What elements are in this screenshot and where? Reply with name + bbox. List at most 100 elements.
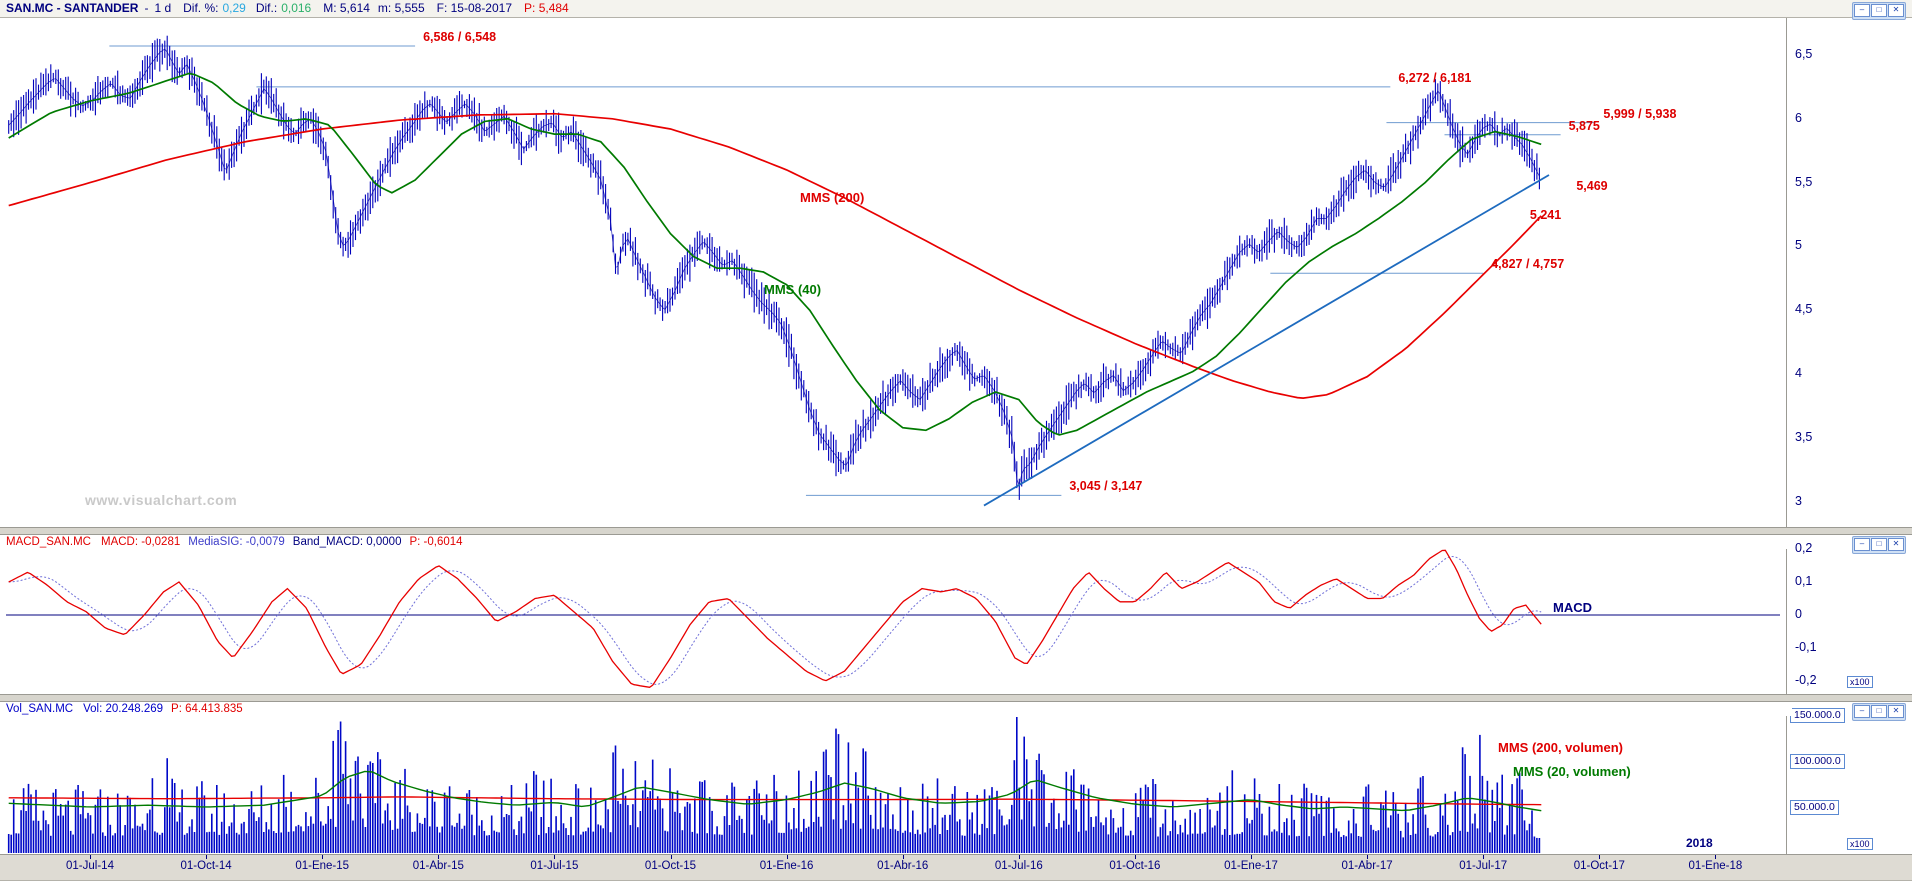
- header-field: Band_MACD: 0,0000: [292, 536, 402, 548]
- time-axis-tick: [902, 855, 904, 859]
- close-icon[interactable]: ✕: [1888, 538, 1904, 551]
- header-field: 0,016: [281, 1, 312, 15]
- time-axis-date-label: 01-Jul-16: [994, 860, 1043, 872]
- time-axis-tick: [90, 855, 91, 859]
- header-field: P: 5,484: [524, 1, 569, 15]
- time-axis-date-label: 01-Jul-14: [66, 860, 114, 872]
- header-field: MACD_SAN.MC: [6, 536, 91, 548]
- macd-axis-tick: -0,2: [1795, 673, 1817, 687]
- time-axis[interactable]: 01-Jul-14 01-Oct-14 01-Ene-15 01-Abr-15 01-J…: [0, 854, 1912, 881]
- header-field: Vol_SAN.MC: [6, 703, 74, 715]
- close-icon[interactable]: ✕: [1888, 705, 1904, 718]
- maximize-icon[interactable]: □: [1871, 538, 1887, 551]
- price-close-line: [8, 48, 1540, 488]
- volume-bars-series: [7, 717, 1541, 853]
- header-field: -: [144, 1, 149, 15]
- time-axis-date-label: 01-Ene-18: [1688, 860, 1743, 872]
- time-axis-date-label: 01-Abr-17: [1341, 860, 1393, 872]
- price-axis-tick: 5,5: [1795, 174, 1813, 189]
- time-axis-date-label: 01-Oct-16: [1109, 860, 1161, 872]
- time-axis-tick: [1599, 855, 1601, 859]
- header-field: m: 5,555: [377, 1, 425, 15]
- header-field: MACD: -0,0281: [100, 536, 181, 548]
- minimize-icon[interactable]: –: [1854, 538, 1870, 551]
- macd-axis-tick: 0,1: [1795, 574, 1813, 588]
- header-field: MediaSIG: -0,0079: [188, 536, 285, 548]
- panel-splitter[interactable]: [0, 694, 1912, 702]
- time-axis-date-label: 01-Oct-14: [180, 860, 232, 872]
- volume-axis-tick: 50.000.0: [1790, 800, 1839, 815]
- time-axis-date-label: 01-Jul-15: [530, 860, 579, 872]
- trendline: [983, 174, 1550, 507]
- macd-panel-window-controls: – □ ✕: [1852, 536, 1906, 554]
- maximize-icon[interactable]: □: [1871, 4, 1887, 17]
- time-axis-tick: [206, 855, 208, 859]
- time-axis-date-label: 01-Abr-16: [877, 860, 929, 872]
- time-axis-tick: [1483, 855, 1485, 859]
- price-candles-series: [8, 35, 1540, 500]
- time-axis-date-label: 01-Abr-15: [412, 860, 464, 872]
- volume-axis-multiplier: x100: [1847, 838, 1873, 850]
- header-field: Dif. %:: [183, 1, 219, 15]
- right-axis-column: 6,5 6 5,5 5 4,5 4 3,5 3 0,2 0,1 0 -0,1 -0,2 150.000.0…: [1786, 0, 1912, 854]
- volume-axis-tick: 150.000.0: [1790, 708, 1845, 723]
- time-axis-tick: [554, 855, 556, 859]
- macd-line: [8, 549, 1542, 688]
- header-field: 0,29: [222, 1, 246, 15]
- header-field: P: 64.413.835: [171, 703, 243, 715]
- time-axis-tick: [1715, 855, 1717, 859]
- time-axis-tick: [322, 855, 324, 859]
- price-axis-tick: 3,5: [1795, 429, 1813, 444]
- time-axis-tick: [1367, 855, 1369, 859]
- maximize-icon[interactable]: □: [1871, 705, 1887, 718]
- price-axis-tick: 4,5: [1795, 302, 1813, 317]
- header-field: P: -0,6014: [409, 536, 463, 548]
- panel-splitter[interactable]: [0, 527, 1912, 535]
- volume-mms-20-line: [8, 770, 1542, 812]
- macd-axis-tick: -0,1: [1795, 640, 1817, 654]
- macd-plot-area[interactable]: [0, 549, 1786, 694]
- chart-plot-svg: [0, 17, 1786, 853]
- macd-axis-multiplier: x100: [1847, 676, 1873, 688]
- header-field: 1 d: [154, 1, 172, 15]
- time-axis-date-label: 01-Oct-17: [1573, 860, 1625, 872]
- macd-axis-tick: 0: [1795, 607, 1802, 621]
- price-panel-window-controls: – □ ✕: [1852, 2, 1906, 20]
- volume-mms-200-line: [8, 796, 1542, 806]
- time-axis-date-label: 01-Ene-17: [1224, 860, 1278, 872]
- macd-panel-header: MACD_SAN.MC MACD: -0,0281 MediaSIG: -0,007…: [0, 535, 1792, 549]
- time-axis-tick: [1134, 855, 1136, 859]
- time-axis-tick: [670, 855, 672, 859]
- header-field: M: 5,614: [323, 1, 370, 15]
- volume-panel-header: Vol_SAN.MC Vol: 20.248.269 P: 64.413.835: [0, 702, 1792, 716]
- volume-panel-window-controls: – □ ✕: [1852, 703, 1906, 721]
- header-field: F: 15-08-2017: [436, 1, 513, 15]
- time-axis-date-label: 01-Ene-15: [295, 860, 350, 872]
- header-field: SAN.MC - SANTANDER: [6, 1, 139, 15]
- price-axis-tick: 3: [1795, 493, 1802, 508]
- time-axis-tick: [1251, 855, 1252, 859]
- price-axis-tick: 6: [1795, 110, 1802, 125]
- price-axis-tick: 5: [1795, 238, 1802, 253]
- mms-40-line: [8, 72, 1542, 436]
- time-axis-date-label: 01-Oct-15: [644, 860, 697, 872]
- price-chart-header: SAN.MC - SANTANDER -1 d Dif. %: 0,29 Dif.: 0,…: [0, 0, 1912, 18]
- minimize-icon[interactable]: –: [1854, 4, 1870, 17]
- time-axis-tick: [786, 855, 788, 859]
- mms-200-line: [8, 112, 1542, 399]
- time-axis-date-label: 01-Ene-16: [759, 860, 814, 872]
- price-axis-tick: 4: [1795, 366, 1802, 381]
- minimize-icon[interactable]: –: [1854, 705, 1870, 718]
- time-axis-date-label: 01-Jul-17: [1459, 860, 1508, 872]
- watermark: www.visualchart.com: [85, 492, 238, 508]
- time-axis-tick: [438, 855, 440, 859]
- macd-axis-tick: 0,2: [1795, 541, 1813, 555]
- volume-axis-tick: 100.000.0: [1790, 754, 1845, 769]
- price-plot-area[interactable]: [0, 17, 1786, 527]
- time-axis-tick: [1018, 855, 1020, 859]
- price-axis-tick: 6,5: [1795, 46, 1813, 61]
- header-field: Vol: 20.248.269: [83, 703, 164, 715]
- header-field: Dif.:: [255, 1, 278, 15]
- close-icon[interactable]: ✕: [1888, 4, 1904, 17]
